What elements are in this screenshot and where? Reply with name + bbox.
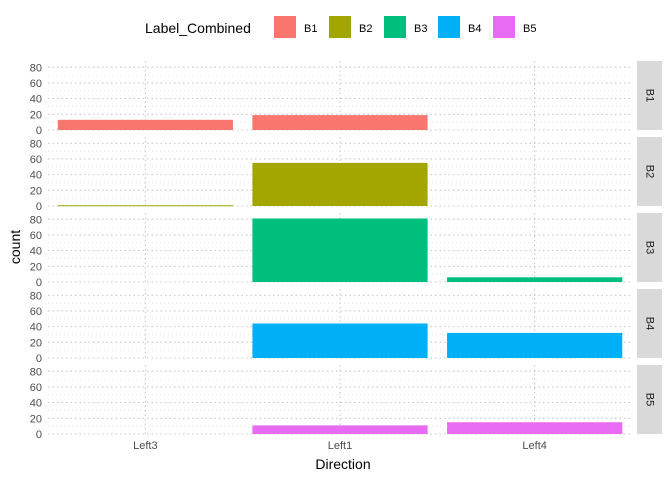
- bar-b5-left1: [252, 425, 428, 434]
- panel-b2: 0 20 40 60 80 B2: [30, 137, 662, 213]
- y-tick-label: 0: [36, 429, 42, 441]
- y-axis-title: count: [7, 230, 23, 264]
- legend-key-b5: [493, 16, 515, 38]
- strip-label-b3: B3: [644, 241, 656, 254]
- y-tick-label: 80: [30, 366, 42, 378]
- y-tick-label: 60: [30, 230, 42, 242]
- strip-label-b4: B4: [644, 317, 656, 330]
- legend-key-b1: [274, 16, 296, 38]
- legend-label-b1: B1: [304, 23, 317, 35]
- legend-title: Label_Combined: [145, 20, 251, 36]
- y-tick-label: 40: [30, 322, 42, 334]
- facet-panels: 0 20 40 60 80 B1 0 20 40 60 80 B2 0 20 40 60 80 B3 0 20 40 60…: [30, 61, 662, 452]
- y-tick-label: 0: [36, 201, 42, 213]
- bar-b5-left4: [447, 422, 623, 434]
- legend-label-b3: B3: [414, 23, 427, 35]
- strip-b5: [637, 365, 662, 434]
- strip-b4: [637, 289, 662, 358]
- bar-b2-left3: [57, 205, 233, 207]
- panel-b1: 0 20 40 60 80 B1: [30, 61, 662, 137]
- legend-label-b5: B5: [523, 23, 536, 35]
- strip-b3: [637, 213, 662, 282]
- y-tick-label: 20: [30, 337, 42, 349]
- strip-label-b1: B1: [644, 89, 656, 102]
- legend-key-b4: [438, 16, 460, 38]
- strip-label-b2: B2: [644, 165, 656, 178]
- y-tick-label: 60: [30, 382, 42, 394]
- x-axis-title: Direction: [315, 456, 370, 472]
- x-tick-label-left3: Left3: [133, 440, 157, 452]
- bar-b2-left1: [252, 162, 428, 206]
- bar-b1-left3: [57, 119, 233, 130]
- y-tick-label: 0: [36, 353, 42, 365]
- panel-b3: 0 20 40 60 80 B3: [30, 213, 662, 289]
- legend-label-b4: B4: [468, 23, 481, 35]
- y-tick-label: 40: [30, 398, 42, 410]
- y-tick-label: 0: [36, 125, 42, 137]
- bar-b3-left4: [447, 277, 623, 282]
- y-tick-label: 40: [30, 246, 42, 258]
- legend: Label_Combined B1 B2 B3 B4 B5: [145, 16, 536, 38]
- y-tick-label: 0: [36, 277, 42, 289]
- y-tick-label: 20: [30, 185, 42, 197]
- legend-key-b2: [329, 16, 351, 38]
- y-tick-label: 40: [30, 94, 42, 106]
- y-tick-label: 60: [30, 154, 42, 166]
- legend-label-b2: B2: [359, 23, 372, 35]
- legend-key-b3: [384, 16, 406, 38]
- panel-b5: 0 20 40 60 80 B5: [30, 365, 662, 441]
- y-tick-label: 20: [30, 109, 42, 121]
- x-tick-label-left1: Left1: [328, 440, 352, 452]
- panel-b4: 0 20 40 60 80 B4: [30, 289, 662, 365]
- bar-b4-left1: [252, 323, 428, 358]
- y-tick-label: 20: [30, 261, 42, 273]
- y-tick-label: 60: [30, 78, 42, 90]
- strip-b2: [637, 137, 662, 206]
- bar-b4-left4: [447, 332, 623, 358]
- strip-b1: [637, 61, 662, 130]
- y-tick-label: 40: [30, 170, 42, 182]
- y-tick-label: 20: [30, 413, 42, 425]
- x-tick-label-left4: Left4: [522, 440, 546, 452]
- y-tick-label: 80: [30, 214, 42, 226]
- strip-label-b5: B5: [644, 393, 656, 406]
- y-tick-label: 80: [30, 290, 42, 302]
- bar-b3-left1: [252, 218, 428, 282]
- y-tick-label: 80: [30, 138, 42, 150]
- y-tick-label: 60: [30, 306, 42, 318]
- y-tick-label: 80: [30, 62, 42, 74]
- bar-b1-left1: [252, 115, 428, 130]
